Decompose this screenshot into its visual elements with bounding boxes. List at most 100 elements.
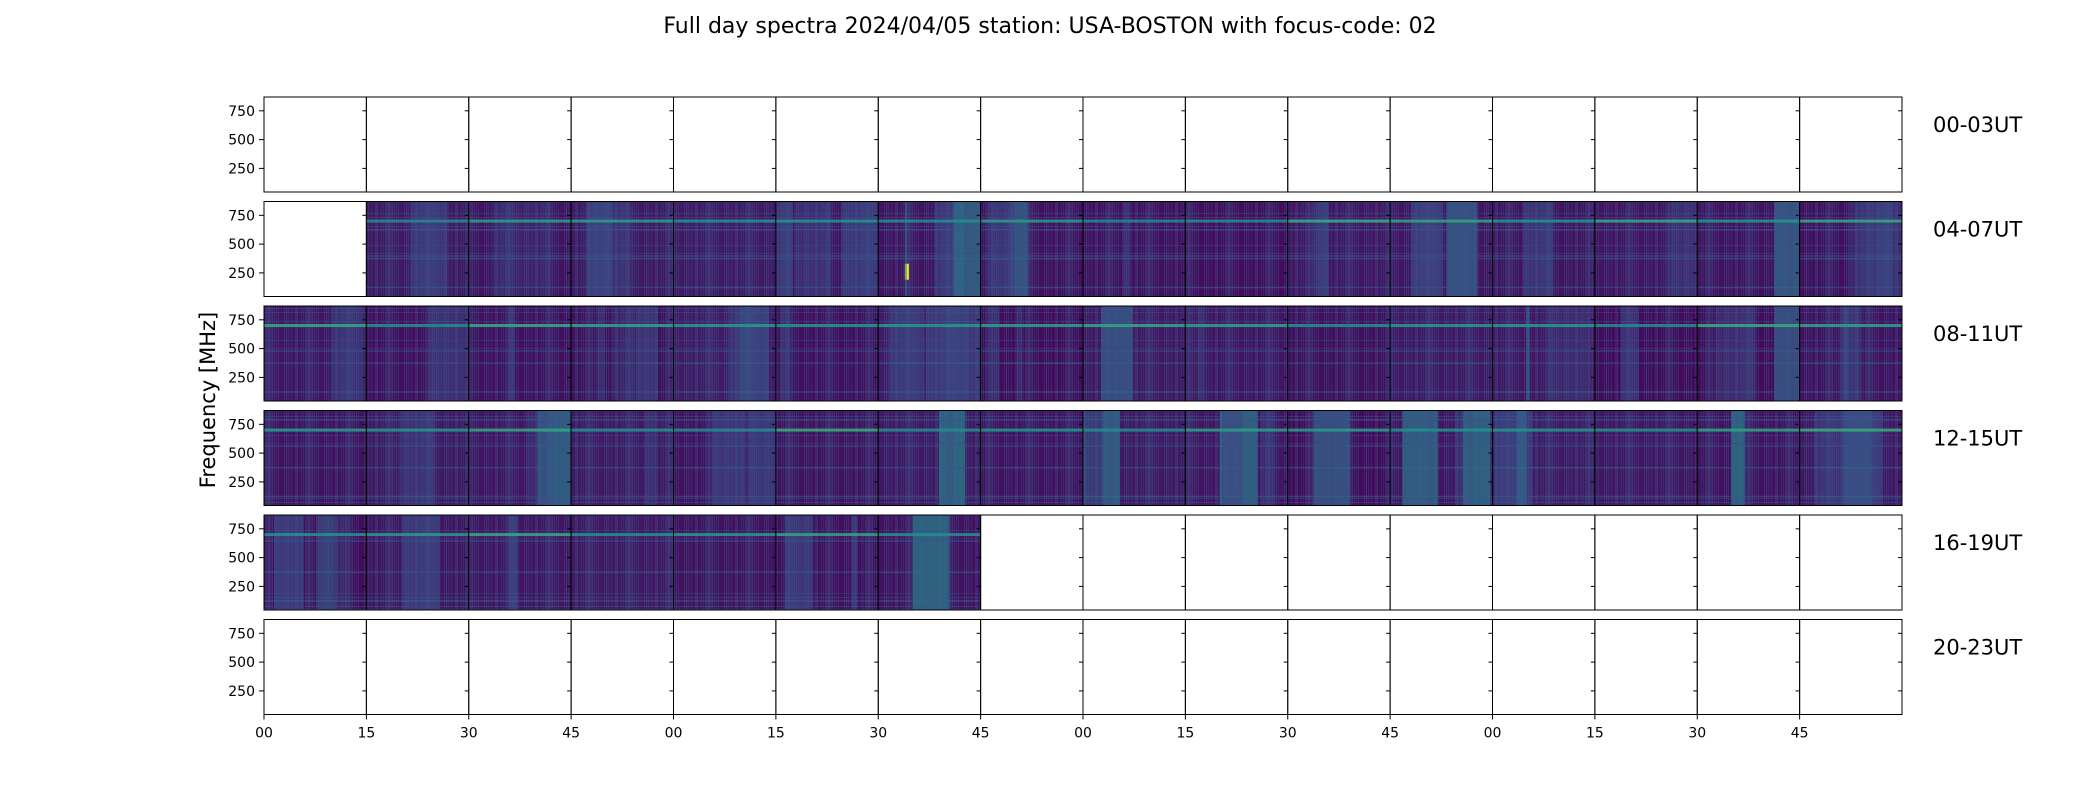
spectrogram-panel [570, 201, 674, 297]
empty-panel [1082, 619, 1186, 715]
spectrogram-panel [468, 201, 572, 297]
spectrogram-panel [1082, 410, 1186, 506]
spectrogram-panel [1799, 201, 1903, 297]
spectrogram-panel [877, 201, 982, 297]
y-tick-label: 500 [228, 551, 255, 567]
x-tick-label: 30 [1279, 726, 1297, 742]
spectrogram-panel [1287, 201, 1391, 297]
spectrogram-panel [263, 410, 367, 506]
empty-panel [1696, 619, 1801, 715]
x-tick-label: 15 [1176, 726, 1194, 742]
empty-panel [1389, 96, 1493, 193]
empty-panel [775, 619, 879, 715]
spectrogram-panel [365, 201, 470, 297]
spectrogram-panel [980, 201, 1084, 297]
spectrogram-panel [877, 305, 982, 402]
spectrogram-panel [570, 514, 674, 611]
y-tick-label: 500 [228, 446, 255, 462]
empty-panel [673, 619, 777, 715]
spectra-row: 250 500 750 12-15UT [228, 410, 2022, 506]
empty-panel [1799, 96, 1903, 193]
empty-panel [1184, 96, 1289, 193]
empty-panel [365, 96, 470, 193]
row-time-label: 20-23UT [1933, 636, 2022, 660]
spectrogram-panel [1184, 410, 1289, 506]
spectra-row: 250 500 750 08-11UT [228, 305, 2022, 402]
spectrogram-panel [1696, 410, 1801, 506]
empty-panel [263, 619, 367, 715]
spectra-row: 250 500 750 20-23UT [228, 619, 2022, 715]
spectrogram-panel [1696, 305, 1801, 402]
empty-panel [365, 619, 470, 715]
empty-panel [1492, 619, 1596, 715]
empty-panel [263, 201, 367, 297]
y-tick-label: 750 [228, 208, 255, 224]
spectra-row: 250 500 750 00-03UT [228, 96, 2022, 193]
empty-panel [673, 96, 777, 193]
empty-panel [468, 96, 572, 193]
x-tick-label: 15 [1586, 726, 1604, 742]
y-tick-label: 750 [228, 313, 255, 329]
spectrogram-panel [1696, 201, 1801, 297]
y-tick-label: 250 [228, 161, 255, 177]
chart-title: Full day spectra 2024/04/05 station: USA… [663, 14, 1436, 39]
spectrogram-panel [1594, 305, 1698, 402]
spectrogram-panel [468, 410, 572, 506]
spectrogram-panel [1184, 201, 1289, 297]
y-tick-label: 750 [228, 626, 255, 642]
empty-panel [1594, 96, 1698, 193]
empty-panel [1184, 514, 1289, 611]
spectrogram-panel [1799, 410, 1903, 506]
empty-panel [263, 96, 367, 193]
empty-panel [877, 619, 982, 715]
spectrogram-panel [775, 201, 879, 297]
spectrogram-panel [775, 305, 879, 402]
spectrogram-panel [775, 514, 879, 611]
empty-panel [775, 96, 879, 193]
y-tick-label: 750 [228, 417, 255, 433]
x-tick-label: 00 [1484, 726, 1502, 742]
x-tick-label: 45 [1381, 726, 1399, 742]
x-tick-label: 30 [869, 726, 887, 742]
empty-panel [1696, 514, 1801, 611]
spectrogram-panel [570, 410, 674, 506]
y-tick-label: 750 [228, 522, 255, 538]
spectrogram-panel [673, 201, 777, 297]
row-time-label: 00-03UT [1933, 113, 2022, 137]
empty-panel [1082, 96, 1186, 193]
y-tick-label: 250 [228, 370, 255, 386]
empty-panel [1492, 514, 1596, 611]
x-tick-label: 45 [562, 726, 580, 742]
empty-panel [1594, 619, 1698, 715]
row-time-label: 16-19UT [1933, 531, 2022, 555]
spectrogram-panel [1492, 305, 1596, 402]
panel-grid: 250 500 750 00-03UT 250 500 750 04-07UT 250 500 75… [228, 96, 2022, 715]
spectrogram-panel [468, 514, 572, 611]
x-tick-label: 30 [460, 726, 478, 742]
empty-panel [980, 96, 1084, 193]
spectrogram-panel [365, 514, 470, 611]
x-tick-label: 15 [357, 726, 375, 742]
spectrogram-panel [673, 410, 777, 506]
x-tick-label: 00 [255, 726, 273, 742]
spectrogram-panel [1799, 305, 1903, 402]
empty-panel [1799, 619, 1903, 715]
x-tick-label: 00 [665, 726, 683, 742]
empty-panel [1594, 514, 1698, 611]
empty-panel [1389, 514, 1493, 611]
spectrogram-panel [1082, 305, 1186, 402]
empty-panel [1082, 514, 1186, 611]
spectrogram-panel [1389, 305, 1493, 402]
empty-panel [1799, 514, 1903, 611]
spectrogram-panel [1389, 410, 1493, 506]
y-tick-label: 500 [228, 237, 255, 253]
spectrogram-panel [1594, 410, 1698, 506]
row-time-label: 12-15UT [1933, 427, 2022, 451]
x-axis-ticks: 00 15 30 45 00 15 30 45 00 15 30 45 00 15 30 45 [255, 714, 1809, 742]
x-tick-label: 00 [1074, 726, 1092, 742]
spectrogram-panel [1492, 410, 1596, 506]
y-tick-label: 500 [228, 133, 255, 149]
empty-panel [1184, 619, 1289, 715]
spectrogram-panel [877, 410, 982, 506]
